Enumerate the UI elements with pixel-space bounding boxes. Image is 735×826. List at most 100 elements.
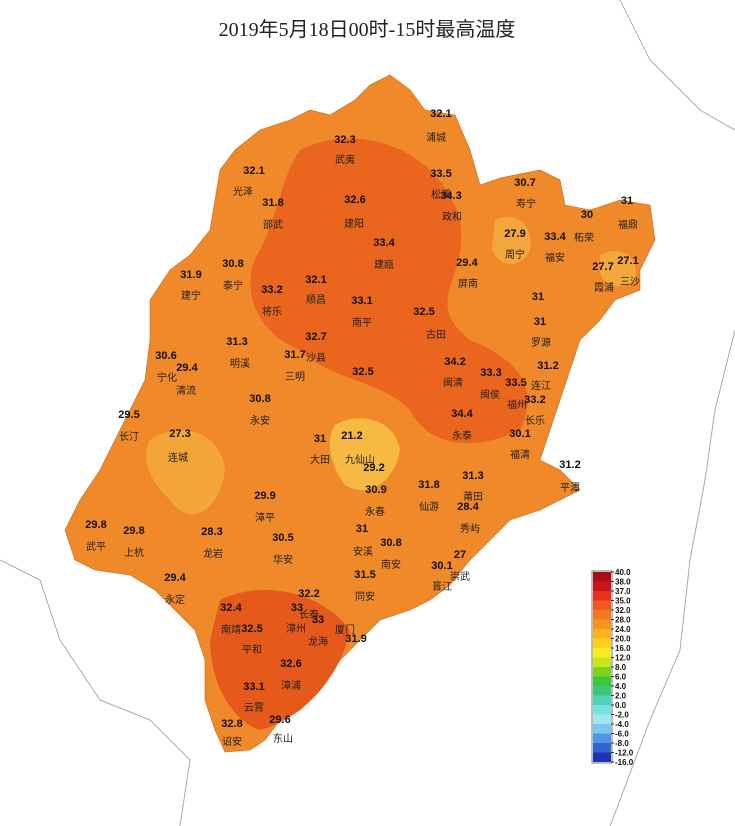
legend-label: 28.0 xyxy=(615,616,631,625)
place-name: 九仙山 xyxy=(345,453,375,466)
place-name: 光泽 xyxy=(233,185,253,198)
legend-swatch xyxy=(593,676,611,686)
legend-swatch xyxy=(593,619,611,629)
temperature-label: 33.3 xyxy=(480,367,501,379)
temperature-label: 30.8 xyxy=(222,258,243,270)
temperature-label: 32.6 xyxy=(344,194,365,206)
place-name: 福清 xyxy=(510,448,530,461)
legend-swatch xyxy=(593,686,611,696)
temperature-label: 32.7 xyxy=(305,331,326,343)
place-name: 福安 xyxy=(545,251,565,264)
place-name: 安溪 xyxy=(353,545,373,558)
place-name: 清流 xyxy=(176,384,196,397)
place-name: 寿宁 xyxy=(516,197,536,210)
temperature-label: 28.3 xyxy=(201,526,222,538)
place-name: 闽清 xyxy=(443,376,463,389)
temperature-label: 29.8 xyxy=(85,519,106,531)
temperature-shading xyxy=(146,138,636,730)
legend-label: 2.0 xyxy=(615,692,627,701)
temperature-label: 34.3 xyxy=(440,190,461,202)
temperature-label: 31.8 xyxy=(262,197,283,209)
legend-label: -2.0 xyxy=(615,711,629,720)
place-name: 诏安 xyxy=(222,735,242,748)
place-name: 秀屿 xyxy=(460,523,480,535)
place-name: 漳州 xyxy=(286,622,306,635)
legend-label: 20.0 xyxy=(615,635,631,644)
place-name: 邵武 xyxy=(263,218,283,231)
legend-label: 0.0 xyxy=(615,701,627,710)
temperature-label: 32.1 xyxy=(430,108,451,120)
legend-label: 12.0 xyxy=(615,654,631,663)
legend-label: 40.0 xyxy=(615,568,631,577)
place-name: 漳浦 xyxy=(281,679,301,692)
temperature-label: 27.9 xyxy=(504,228,525,240)
place-name: 永安 xyxy=(250,414,270,427)
temperature-label: 30.6 xyxy=(155,350,176,362)
place-name: 上杭 xyxy=(124,546,144,559)
temperature-label: 33.4 xyxy=(373,237,395,249)
temperature-label: 31.3 xyxy=(462,470,483,482)
place-name: 建宁 xyxy=(181,289,201,302)
temperature-label: 28.4 xyxy=(457,501,479,513)
temperature-label: 32.1 xyxy=(243,165,264,177)
temperature-label: 29.2 xyxy=(363,462,384,474)
legend-swatch xyxy=(593,591,611,601)
place-name: 华安 xyxy=(273,553,293,566)
temperature-label: 30.8 xyxy=(249,393,270,405)
temperature-label: 27.7 xyxy=(592,261,613,273)
temperature-label: 32.5 xyxy=(413,306,434,318)
legend-swatch xyxy=(593,695,611,705)
temperature-label: 32.5 xyxy=(241,623,262,635)
place-name: 福鼎 xyxy=(618,218,638,231)
temperature-label: 33.5 xyxy=(430,168,451,180)
legend-label: 6.0 xyxy=(615,673,627,682)
place-name: 云霄 xyxy=(244,702,264,714)
legend-swatch xyxy=(593,629,611,639)
temperature-label: 33.4 xyxy=(544,231,566,243)
temperature-label: 33.5 xyxy=(505,377,526,389)
place-name: 崇武 xyxy=(450,570,470,583)
place-name: 罗源 xyxy=(531,336,551,349)
place-name: 永泰 xyxy=(452,429,472,442)
place-name: 平和 xyxy=(242,644,262,656)
temperature-label: 32.3 xyxy=(334,134,355,146)
legend: 40.038.037.035.032.028.024.020.016.012.0… xyxy=(591,568,634,767)
temperature-label: 31.7 xyxy=(284,349,305,361)
legend-swatch xyxy=(593,667,611,677)
temperature-label: 30.1 xyxy=(431,560,452,572)
place-name: 明溪 xyxy=(230,358,250,370)
place-name: 厦门 xyxy=(335,623,355,636)
temperature-label: 31.9 xyxy=(345,633,366,645)
place-name: 武夷 xyxy=(335,153,355,166)
temperature-label: 34.4 xyxy=(451,408,473,420)
legend-swatch xyxy=(593,724,611,734)
temperature-label: 32.4 xyxy=(220,602,242,614)
temperature-label: 33.2 xyxy=(524,394,545,406)
place-name: 政和 xyxy=(442,210,462,223)
temperature-label: 33.1 xyxy=(243,681,264,693)
temperature-label: 31.2 xyxy=(537,360,558,372)
legend-label: 8.0 xyxy=(615,663,627,672)
place-name: 顺昌 xyxy=(306,294,326,306)
place-name: 霞浦 xyxy=(594,281,614,294)
map-title: 2019年5月18日00时-15时最高温度 xyxy=(219,18,516,41)
place-name: 沙县 xyxy=(306,352,326,364)
temperature-label: 31.9 xyxy=(180,269,201,281)
place-name: 泰宁 xyxy=(223,279,243,292)
place-name: 长泰 xyxy=(299,608,319,621)
temperature-label: 33.2 xyxy=(261,284,282,296)
temperature-label: 29.6 xyxy=(269,714,290,726)
place-name: 福州 xyxy=(507,398,527,411)
temperature-label: 31.2 xyxy=(559,459,580,471)
temperature-label: 27 xyxy=(454,549,466,561)
place-name: 闽侯 xyxy=(480,388,500,401)
temperature-label: 30.1 xyxy=(509,428,530,440)
temperature-label: 29.4 xyxy=(456,257,478,269)
place-name: 晋江 xyxy=(432,581,452,593)
temperature-label: 27.1 xyxy=(617,255,638,267)
place-name: 南平 xyxy=(352,316,372,329)
legend-swatch xyxy=(593,600,611,610)
place-name: 莆田 xyxy=(463,490,483,503)
